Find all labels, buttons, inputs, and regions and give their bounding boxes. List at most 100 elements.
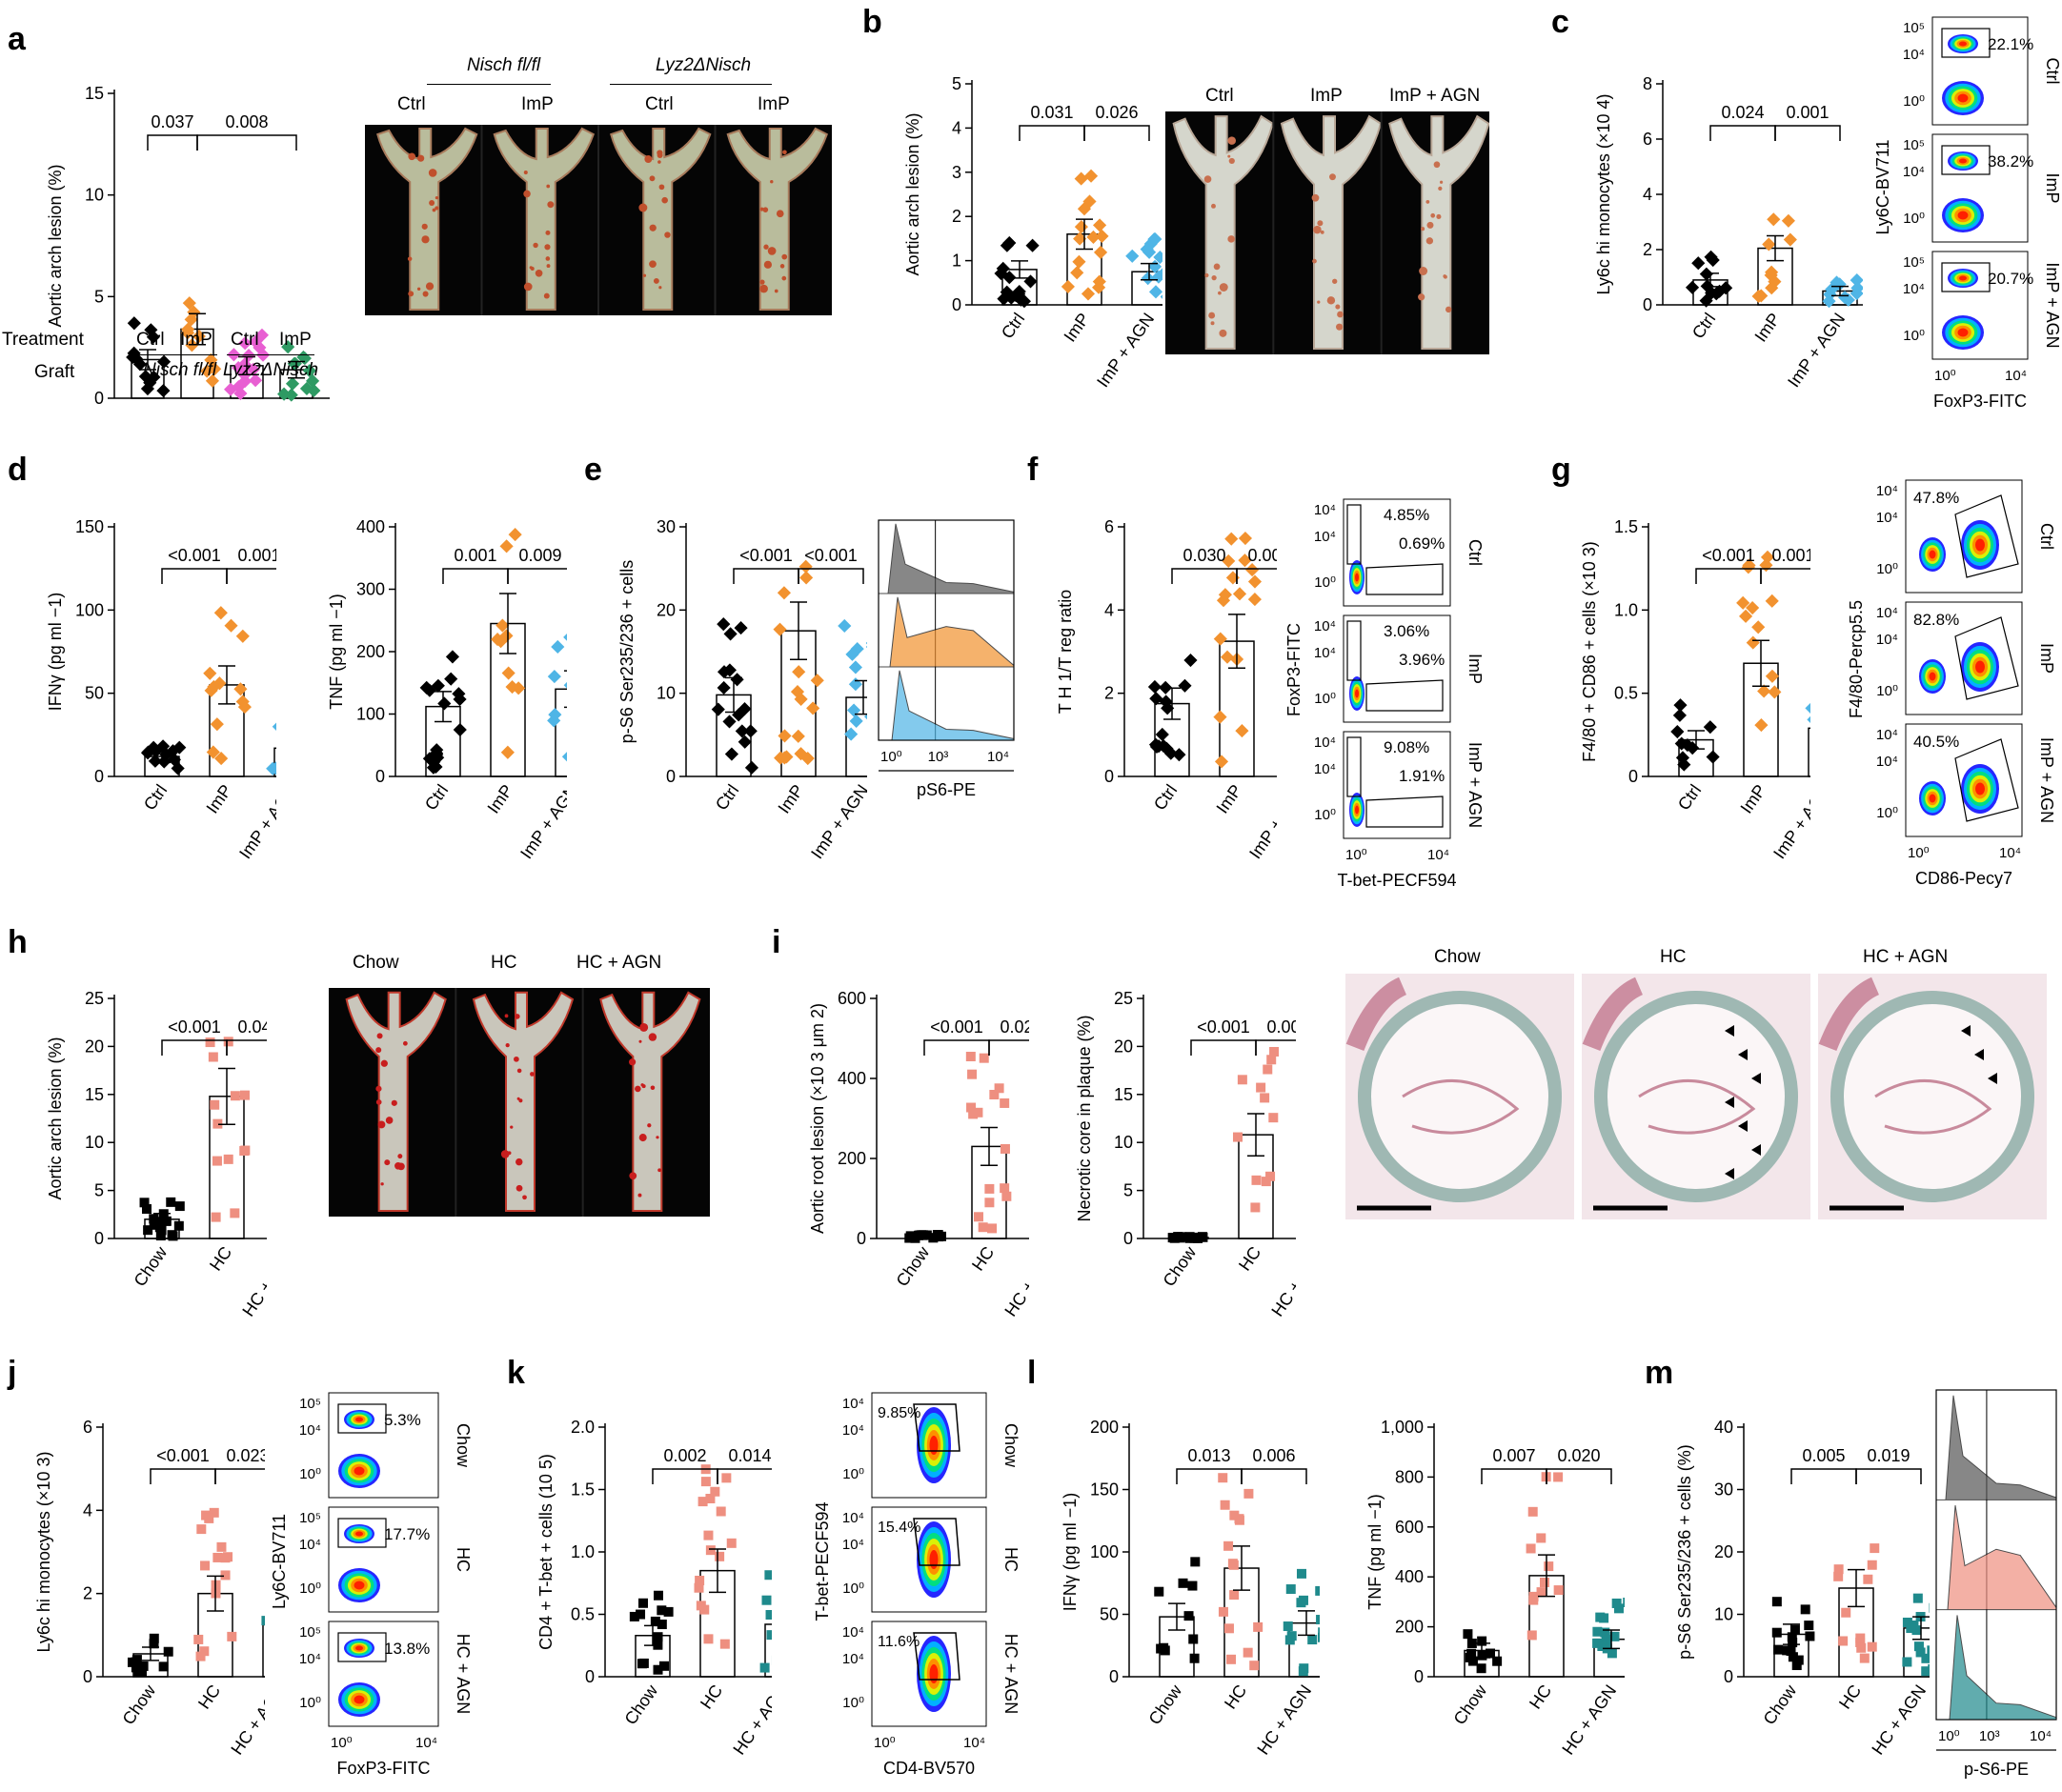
- x-tick-label: Chow: [130, 1242, 171, 1290]
- aorta-specimen: [726, 127, 828, 311]
- data-point: [548, 708, 562, 722]
- data-point: [1266, 1055, 1277, 1065]
- flow-tick: 10⁴: [842, 1510, 864, 1526]
- data-point: [1782, 1645, 1792, 1656]
- data-point: [232, 361, 246, 375]
- aorta-specimen: [376, 127, 478, 311]
- y-tick-label: 1.5: [571, 1480, 595, 1500]
- y-tick-label: 600: [1395, 1518, 1424, 1537]
- data-point: [723, 627, 738, 641]
- data-point: [921, 1230, 932, 1240]
- y-tick-label: 0: [952, 295, 961, 314]
- data-point: [1592, 1626, 1603, 1637]
- data-point: [1147, 679, 1162, 695]
- data-point: [1226, 1654, 1237, 1664]
- lesion-spot: [1337, 311, 1344, 318]
- data-point: [230, 1091, 240, 1101]
- chart-i2: 0 5 10 15 20 25 Necrotic core in plaque (%) Cho…: [1075, 989, 1296, 1320]
- y-tick-label: 0: [94, 389, 104, 408]
- p-bracket: [1019, 125, 1085, 141]
- data-point: [1265, 1171, 1276, 1181]
- data-point: [847, 703, 861, 717]
- photo-a-label-1: ImP: [521, 94, 554, 114]
- x-tick-label: HC: [1835, 1681, 1865, 1713]
- data-point: [1767, 212, 1781, 227]
- lesion-spot: [421, 223, 428, 230]
- bar: [555, 688, 567, 777]
- data-point: [209, 1507, 219, 1518]
- p-value: 0.013: [1187, 1446, 1230, 1465]
- data-point: [777, 586, 791, 600]
- lesion-spot: [1329, 173, 1336, 181]
- lesion-spot: [391, 1099, 397, 1106]
- data-point: [653, 1664, 663, 1675]
- treat-ctrl-2: Ctrl: [231, 330, 259, 350]
- data-point: [1927, 1645, 1930, 1656]
- data-point: [722, 715, 737, 729]
- flow-row-label: Chow: [454, 1423, 473, 1468]
- data-point: [212, 1118, 223, 1129]
- bar: [1808, 727, 1810, 777]
- data-point: [1673, 698, 1688, 713]
- flow-percentage: 11.6%: [878, 1634, 920, 1650]
- y-tick-label: 2: [952, 207, 961, 226]
- data-point: [156, 384, 171, 398]
- flow-tick: 10⁰: [842, 1466, 864, 1482]
- p-bracket: [733, 568, 799, 584]
- lesion-spot: [770, 180, 774, 184]
- arrowhead: [1725, 1025, 1734, 1037]
- x-tick-label: ImP + AGN: [516, 781, 567, 862]
- y-tick-label: 150: [1090, 1480, 1119, 1500]
- lesion-spot: [1326, 296, 1336, 305]
- data-point: [193, 1634, 204, 1644]
- lesion-spot: [1210, 321, 1215, 326]
- data-point: [1220, 650, 1235, 664]
- y-tick-label: 300: [356, 580, 385, 599]
- x-tick-label: ImP + AGN: [1769, 781, 1810, 862]
- p-bracket: [1241, 1468, 1307, 1484]
- flow-plot: [1905, 479, 2023, 594]
- flow-tick: 10⁰: [1876, 683, 1898, 699]
- y-tick-label: 200: [838, 1149, 866, 1168]
- data-point: [1125, 249, 1140, 263]
- flow-percentage: 3.06%: [1384, 622, 1429, 640]
- y-axis-label: TNF (pg ml −1): [327, 594, 346, 710]
- lesion-spot: [516, 1158, 523, 1166]
- flow-percentage: 5.3%: [384, 1411, 421, 1429]
- data-point: [1025, 238, 1040, 252]
- data-point: [984, 1183, 995, 1194]
- data-point: [1296, 1568, 1306, 1579]
- lesion-spot: [1336, 323, 1344, 331]
- data-point: [703, 1634, 714, 1644]
- y-tick-label: 400: [1395, 1567, 1424, 1586]
- y-axis-label: Necrotic core in plaque (%): [1075, 1015, 1094, 1221]
- panel-label-i: i: [772, 924, 781, 960]
- data-point: [734, 621, 748, 635]
- flow-x-label: CD4-BV570: [883, 1759, 975, 1778]
- data-point: [1911, 1625, 1922, 1636]
- aorta-specimen: [472, 991, 575, 1212]
- lesion-spot: [514, 1056, 519, 1062]
- lesion-spot: [516, 1068, 522, 1074]
- lesion-spot: [642, 273, 647, 277]
- lesion-spot: [510, 1125, 514, 1129]
- data-point: [1178, 1578, 1188, 1588]
- data-point: [495, 618, 510, 633]
- chart-h: 0 5 10 15 20 25 Aortic arch lesion (%) Chow HCHC…: [46, 989, 267, 1320]
- data-point: [296, 350, 311, 364]
- x-tick-label: HC: [1526, 1681, 1555, 1713]
- data-point: [1232, 1132, 1243, 1142]
- flow-percentage: 82.8%: [1913, 611, 1959, 629]
- aorta-specimen: [1172, 114, 1274, 350]
- data-point: [653, 1632, 663, 1642]
- panel-label-m: m: [1645, 1355, 1674, 1391]
- x-tick-label: Ctrl: [1674, 781, 1705, 814]
- data-point: [210, 1099, 220, 1110]
- photo-group-lyz2: Lyz2ΔNisch: [656, 55, 752, 75]
- data-point: [844, 727, 859, 741]
- y-axis-label: Aortic arch lesion (%): [46, 164, 65, 327]
- y-axis-label: T H 1/T reg ratio: [1056, 590, 1075, 714]
- lesion-spot: [637, 1193, 642, 1198]
- flow-gate: [1365, 563, 1444, 595]
